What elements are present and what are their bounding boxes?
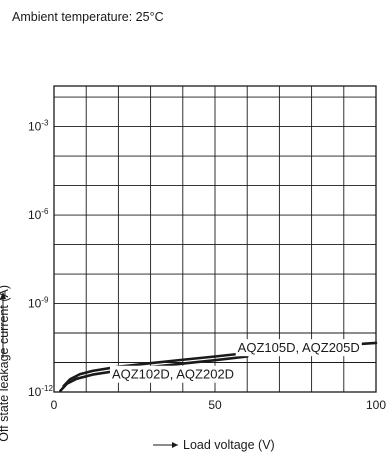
series-label-bg-2: [109, 365, 237, 383]
x-tick-label: 100: [366, 398, 386, 412]
y-axis-title-group: Off state leakage current (A): [0, 285, 11, 442]
x-tick-label: 0: [51, 398, 58, 412]
ambient-temperature-note: Ambient temperature: 25°C: [12, 10, 164, 24]
x-tick-labels: 0 50 100: [51, 398, 387, 412]
x-tick-label: 50: [208, 398, 222, 412]
series-label-1: AQZ105D, AQZ205D: [238, 340, 360, 355]
x-axis-title-group: Load voltage (V): [153, 438, 275, 452]
y-axis-label: Off state leakage current (A): [0, 285, 11, 442]
series-labels: AQZ105D, AQZ205D AQZ102D, AQZ202D: [109, 339, 362, 383]
x-axis-arrow-head: [172, 442, 178, 448]
series-label-bg-1: [235, 339, 362, 357]
y-tick-label: 10-6: [28, 207, 49, 222]
series-label-2: AQZ102D, AQZ202D: [112, 367, 234, 382]
y-tick-labels: 10-12 10-9 10-6 10-3: [28, 119, 53, 399]
y-axis-arrow-head: [0, 292, 6, 299]
y-tick-label: 10-9: [28, 296, 49, 311]
x-axis-label: Load voltage (V): [183, 438, 275, 452]
y-tick-label: 10-3: [28, 119, 49, 134]
y-tick-label: 10-12: [28, 384, 53, 399]
